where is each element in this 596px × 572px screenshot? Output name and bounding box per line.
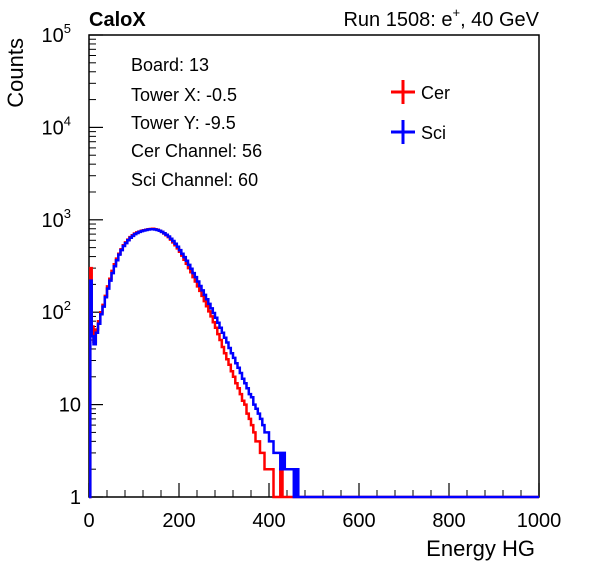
x-tick-label: 200 <box>162 510 195 532</box>
x-tick-label: 600 <box>342 510 375 532</box>
series-sci-line <box>89 228 539 499</box>
legend-label-cer: Cer <box>421 83 450 103</box>
y-tick-label: 10 <box>59 395 81 417</box>
legend: Cer Sci <box>391 80 450 144</box>
info-line-tower-x: Tower X: -0.5 <box>131 85 237 105</box>
y-tick-label: 1 <box>70 487 81 509</box>
y-tick-label: 102 <box>42 298 71 324</box>
run-info-label: Run 1508: e+, 40 GeV <box>343 5 539 31</box>
x-tick-label: 800 <box>432 510 465 532</box>
legend-entry-cer: Cer <box>391 80 450 104</box>
x-axis-ticks: 0 200 400 600 800 1000 <box>83 483 561 532</box>
legend-label-sci: Sci <box>421 123 446 143</box>
run-info-sup: + <box>452 5 460 20</box>
x-tick-label: 1000 <box>517 510 562 532</box>
y-axis-ticks: 1 10 102 103 104 105 <box>42 21 103 509</box>
x-tick-label: 400 <box>252 510 285 532</box>
info-line-tower-y: Tower Y: -9.5 <box>131 113 236 133</box>
series-layer <box>89 227 539 499</box>
brand-label: CaloX <box>89 9 146 31</box>
run-info-prefix: Run 1508: e <box>343 9 452 31</box>
y-tick-label: 104 <box>42 113 71 139</box>
run-info-suffix: , 40 GeV <box>460 9 540 31</box>
legend-entry-sci: Sci <box>391 120 446 144</box>
x-tick-label: 0 <box>83 510 94 532</box>
info-line-sci-channel: Sci Channel: 60 <box>131 170 258 190</box>
y-axis-title: Counts <box>3 38 28 108</box>
info-box: Board: 13 Tower X: -0.5 Tower Y: -9.5 Ce… <box>131 55 262 190</box>
y-tick-label: 105 <box>42 21 71 47</box>
info-line-cer-channel: Cer Channel: 56 <box>131 141 262 161</box>
y-tick-label: 103 <box>42 206 71 232</box>
info-line-board: Board: 13 <box>131 55 209 75</box>
series-cer-line <box>89 227 539 499</box>
x-axis-title: Energy HG <box>426 536 535 561</box>
